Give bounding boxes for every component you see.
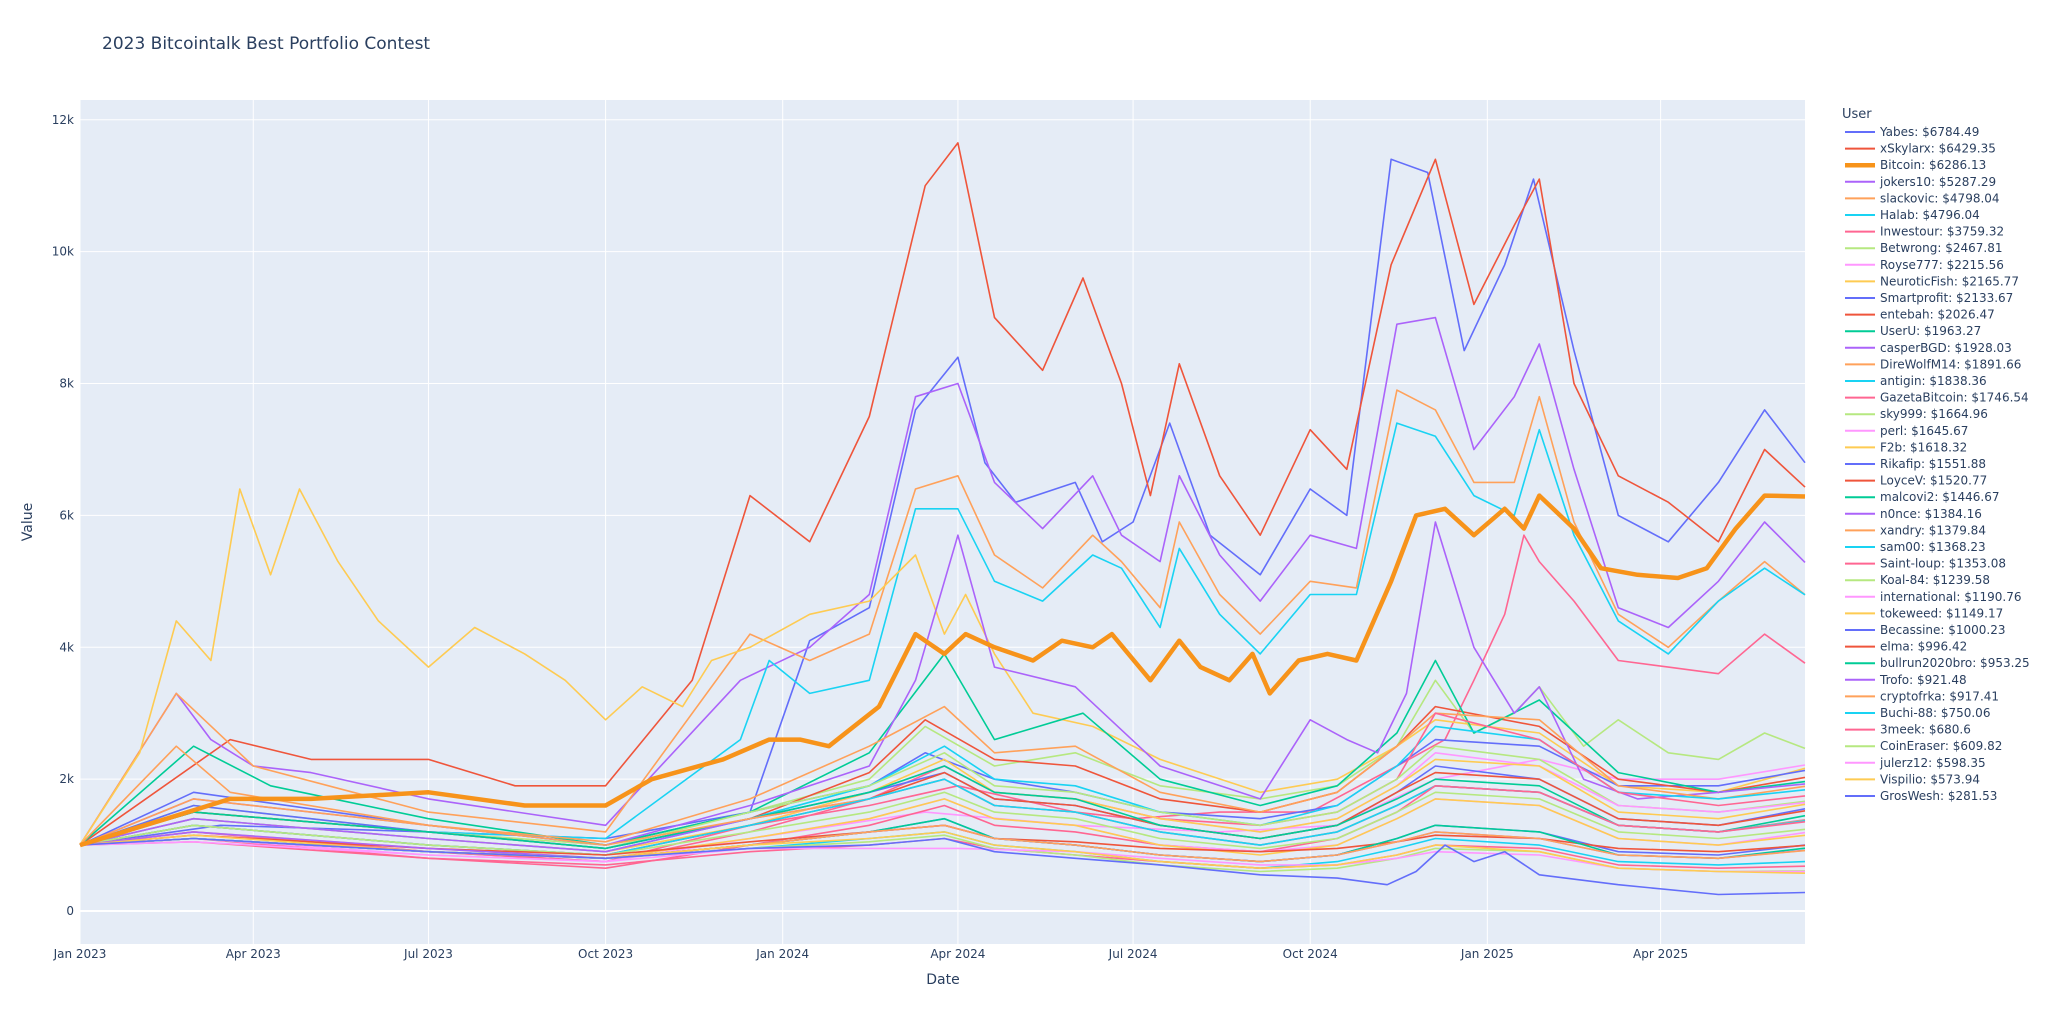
legend-item-label: sky999: $1664.96 [1880, 407, 1988, 421]
y-tick-label: 8k [59, 377, 74, 391]
series-line [79, 653, 1806, 846]
legend-item-label: DireWolfM14: $1891.66 [1880, 357, 2021, 371]
series-line [79, 158, 1806, 846]
y-axis-title: Value [20, 503, 36, 541]
y-axis-ticks: 0 2k 4k 6k 8k 10k 12k [52, 113, 74, 918]
x-axis-ticks: Jan 2023 Apr 2023 Jul 2023 Oct 2023 Jan 2024… [53, 947, 1689, 961]
legend-item-label: Halab: $4796.04 [1880, 208, 1980, 222]
legend: Yabes: $6784.49 xSkylarx: $6429.35 Bitcoin… [1845, 125, 2030, 803]
legend-title: User [1842, 107, 1872, 122]
legend-item-label: LoyceV: $1520.77 [1880, 474, 1987, 488]
legend-item-label: Inwestour: $3759.32 [1880, 225, 2004, 239]
y-tick-label: 6k [59, 508, 74, 522]
x-tick-label: Oct 2024 [1283, 947, 1338, 961]
legend-item-label: GrosWesh: $281.53 [1880, 789, 1997, 803]
legend-item-label: Saint-loup: $1353.08 [1880, 557, 2006, 571]
legend-item-label: sam00: $1368.23 [1880, 540, 1986, 554]
series-line [79, 765, 1806, 850]
x-tick-label: Apr 2023 [226, 947, 281, 961]
x-tick-label: Oct 2023 [578, 947, 633, 961]
legend-item-label: xandry: $1379.84 [1880, 523, 1986, 537]
x-tick-label: Apr 2024 [930, 947, 985, 961]
legend-item-label: Smartprofit: $2133.67 [1880, 291, 2013, 305]
y-tick-label: 10k [52, 245, 74, 259]
legend-item-label: tokeweed: $1149.17 [1880, 606, 2003, 620]
legend-item-label: Koal-84: $1239.58 [1880, 573, 1990, 587]
legend-item-label: UserU: $1963.27 [1880, 324, 1981, 338]
series-line [79, 824, 1806, 856]
series-line [79, 142, 1806, 846]
chart-title: 2023 Bitcointalk Best Portfolio Contest [102, 34, 430, 54]
legend-item-label: Trofo: $921.48 [1879, 673, 1967, 687]
series-line [79, 422, 1806, 846]
legend-item-label: Becassine: $1000.23 [1880, 623, 2006, 637]
legend-item-label: Yabes: $6784.49 [1879, 125, 1979, 139]
legend-item-label: Buchi-88: $750.06 [1880, 706, 1990, 720]
legend-item-label: NeuroticFish: $2165.77 [1880, 274, 2019, 288]
legend-item-label: F2b: $1618.32 [1880, 440, 1967, 454]
legend-item-label: julerz12: $598.35 [1879, 756, 1986, 770]
legend-item-label: antigin: $1838.36 [1880, 374, 1987, 388]
plot-area [80, 100, 1805, 944]
series-line [79, 493, 1806, 848]
series-line [79, 316, 1806, 846]
legend-item-label: bullrun2020bro: $953.25 [1880, 656, 2030, 670]
y-tick-label: 0 [66, 904, 74, 918]
series-line [79, 389, 1806, 846]
x-tick-label: Jul 2024 [1108, 947, 1158, 961]
series-line [79, 840, 1806, 873]
legend-item-label: Betwrong: $2467.81 [1880, 241, 2002, 255]
legend-item-label: casperBGD: $1928.03 [1880, 341, 2012, 355]
y-tick-label: 4k [59, 640, 74, 654]
legend-item-label: elma: $996.42 [1880, 640, 1967, 654]
legend-item-label: slackovic: $4798.04 [1880, 191, 2000, 205]
legend-item-label: perl: $1645.67 [1880, 424, 1968, 438]
series-line [79, 837, 1806, 870]
legend-item-label: 3meek: $680.6 [1880, 723, 1971, 737]
legend-item-label: GazetaBitcoin: $1746.54 [1880, 391, 2029, 405]
series-line [79, 521, 1806, 846]
legend-item-label: n0nce: $1384.16 [1880, 507, 1982, 521]
y-tick-label: 2k [59, 772, 74, 786]
legend-item-label: CoinEraser: $609.82 [1880, 739, 2002, 753]
legend-item-label: xSkylarx: $6429.35 [1880, 142, 1996, 156]
legend-item-label: international: $1190.76 [1880, 590, 2022, 604]
legend-item-label: Bitcoin: $6286.13 [1880, 158, 1986, 172]
x-tick-label: Jan 2024 [755, 947, 809, 961]
legend-item-label: malcovi2: $1446.67 [1880, 490, 2000, 504]
x-tick-label: Jul 2023 [403, 947, 453, 961]
series-line [79, 784, 1806, 870]
series-lines [79, 142, 1806, 896]
series-line [79, 837, 1806, 896]
y-tick-label: 12k [52, 113, 74, 127]
x-tick-label: Jan 2023 [53, 947, 107, 961]
legend-item-label: cryptofrka: $917.41 [1880, 689, 1999, 703]
x-axis-title: Date [926, 972, 959, 988]
legend-item-label: Rikafip: $1551.88 [1880, 457, 1986, 471]
legend-item-label: entebah: $2026.47 [1880, 308, 1995, 322]
x-tick-label: Jan 2025 [1460, 947, 1514, 961]
legend-item-label: Vispilio: $573.94 [1880, 772, 1980, 786]
x-tick-label: Apr 2025 [1633, 947, 1688, 961]
legend-item-label: jokers10: $5287.29 [1879, 175, 1996, 189]
legend-item-label: Royse777: $2215.56 [1880, 258, 2004, 272]
